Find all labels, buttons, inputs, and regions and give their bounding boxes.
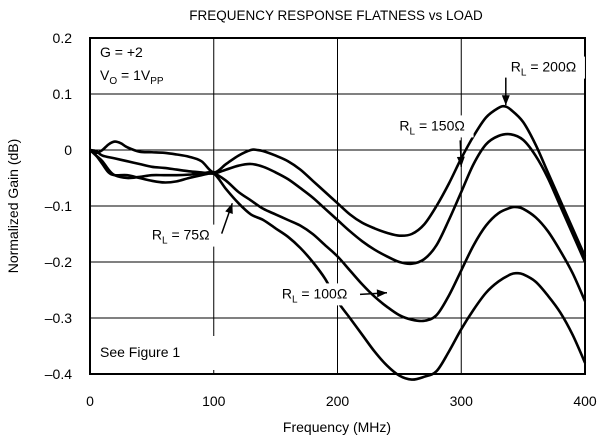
y-tick-label: 0 bbox=[64, 142, 72, 158]
grid-lines bbox=[90, 38, 585, 374]
see-figure-note: See Figure 1 bbox=[100, 344, 180, 360]
series-line-0 bbox=[89, 104, 587, 257]
y-tick-labels: 0.2 0.1 0 –0.1 –0.2 –0.3 –0.4 bbox=[45, 30, 72, 382]
conditions-box-bg bbox=[91, 39, 191, 91]
annotation-bg-1 bbox=[397, 115, 474, 138]
vout-sub-pp: PP bbox=[150, 76, 164, 87]
gain-condition: G = +2 bbox=[100, 44, 143, 60]
vout-condition: VO = 1VPP bbox=[100, 67, 164, 87]
annotation-arrowhead-2 bbox=[225, 203, 233, 214]
y-tick-label: 0.1 bbox=[53, 86, 73, 102]
series-line-1 bbox=[89, 132, 587, 266]
plot-frame bbox=[89, 37, 586, 375]
note-bg bbox=[92, 336, 242, 370]
x-tick-label: 200 bbox=[326, 393, 350, 409]
x-tick-label: 400 bbox=[573, 393, 597, 409]
annotation-arrowhead-1 bbox=[456, 156, 465, 167]
vout-v: V bbox=[100, 67, 110, 83]
x-tick-label: 0 bbox=[86, 393, 94, 409]
x-tick-label: 300 bbox=[450, 393, 474, 409]
y-tick-label: 0.2 bbox=[53, 30, 73, 46]
annotation-label-2: RL = 75Ω bbox=[152, 227, 210, 247]
y-axis-label: Normalized Gain (dB) bbox=[5, 139, 21, 274]
annotation-bg-2 bbox=[149, 224, 218, 247]
annotation-bg-0 bbox=[508, 56, 585, 79]
x-axis-label: Frequency (MHz) bbox=[283, 419, 391, 435]
annotation-label-1: RL = 150Ω bbox=[399, 117, 464, 137]
y-tick-label: –0.2 bbox=[45, 254, 72, 270]
x-tick-labels: 0 100 200 300 400 bbox=[86, 393, 597, 409]
y-tick-label: –0.3 bbox=[45, 310, 72, 326]
series-line-2 bbox=[89, 149, 587, 323]
annotation-label-0: RL = 200Ω bbox=[511, 59, 576, 79]
vout-eq: = 1V bbox=[117, 67, 151, 83]
y-tick-label: –0.1 bbox=[45, 198, 72, 214]
annotation-arrowhead-0 bbox=[501, 95, 510, 106]
vout-sub-o: O bbox=[109, 76, 117, 87]
annotation-label-3: RL = 100Ω bbox=[282, 285, 347, 305]
chart-title: FREQUENCY RESPONSE FLATNESS vs LOAD bbox=[189, 8, 483, 23]
x-tick-label: 100 bbox=[202, 393, 226, 409]
series-annotations: RL = 200Ω RL = 150Ω RL = 75Ω RL = 100Ω bbox=[149, 56, 585, 306]
annotation-arrowhead-3 bbox=[376, 289, 387, 298]
annotation-bg-3 bbox=[279, 283, 357, 306]
y-tick-label: –0.4 bbox=[45, 366, 72, 382]
